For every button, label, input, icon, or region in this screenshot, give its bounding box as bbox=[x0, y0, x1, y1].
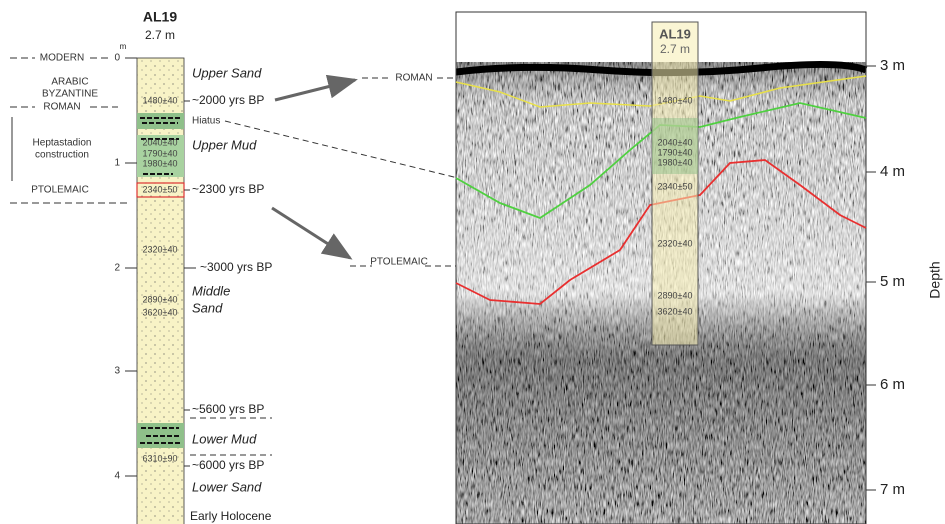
gpr-period-lines bbox=[350, 78, 456, 266]
gpr-date: 3620±40 bbox=[658, 306, 693, 316]
figure: AL19 2.7 m m 0 1 2 3 4 MODERN ARABIC BYZ… bbox=[0, 0, 945, 524]
age: ~2300 yrs BP bbox=[192, 182, 264, 196]
gpr-image bbox=[456, 12, 866, 524]
depth-label: 6 m bbox=[880, 376, 905, 393]
gpr-date: 2340±50 bbox=[658, 181, 693, 191]
unit: Upper Sand bbox=[192, 65, 262, 80]
unit: Middle bbox=[192, 283, 230, 298]
depth-axis-label: Depth bbox=[927, 261, 943, 298]
scale-label: 4 bbox=[114, 471, 120, 482]
age: ~5600 yrs BP bbox=[192, 402, 264, 416]
gpr-period: ROMAN bbox=[395, 73, 432, 84]
depth-label: 4 m bbox=[880, 163, 905, 180]
age: ~3000 yrs BP bbox=[200, 260, 272, 274]
gpr-date: 1480±40 bbox=[658, 95, 693, 105]
period: Heptastadion bbox=[33, 138, 92, 149]
gpr-date: 2040±40 bbox=[658, 137, 693, 147]
period: PTOLEMAIC bbox=[31, 185, 89, 196]
gpr-period: PTOLEMAIC bbox=[370, 257, 428, 268]
scale-label: 0 bbox=[114, 53, 120, 64]
period: BYZANTINE bbox=[42, 89, 98, 100]
depth-ticks bbox=[866, 66, 876, 490]
date: 2340±50 bbox=[143, 184, 178, 194]
arrow bbox=[272, 208, 350, 258]
age: ~6000 yrs BP bbox=[192, 458, 264, 472]
scale-label: 3 bbox=[114, 366, 120, 377]
gpr-core-length: 2.7 m bbox=[660, 42, 690, 56]
date: 1980±40 bbox=[143, 158, 178, 168]
unit: Lower Sand bbox=[192, 479, 262, 494]
depth-label: 3 m bbox=[880, 57, 905, 74]
gpr-date: 1980±40 bbox=[658, 157, 693, 167]
gpr-core-name: AL19 bbox=[659, 26, 691, 41]
hiatus-line bbox=[225, 121, 458, 178]
period: ROMAN bbox=[43, 102, 80, 113]
date: 1480±40 bbox=[143, 95, 178, 105]
period: construction bbox=[35, 150, 89, 161]
unit: Lower Mud bbox=[192, 431, 257, 446]
unit: Upper Mud bbox=[192, 137, 257, 152]
date: 3620±40 bbox=[143, 307, 178, 317]
unit: Early Holocene bbox=[190, 509, 272, 523]
scale-label: 2 bbox=[114, 263, 120, 274]
scale-unit: m bbox=[120, 42, 127, 51]
core-name: AL19 bbox=[143, 9, 177, 25]
period: MODERN bbox=[40, 53, 84, 64]
date: 6310±90 bbox=[143, 453, 178, 463]
arrow bbox=[275, 80, 355, 100]
age: Hiatus bbox=[192, 116, 220, 127]
scale-label: 1 bbox=[114, 158, 120, 169]
age: ~2000 yrs BP bbox=[192, 93, 264, 107]
date: 2890±40 bbox=[143, 294, 178, 304]
core-length: 2.7 m bbox=[145, 28, 175, 42]
date: 2040±40 bbox=[143, 137, 178, 147]
period: ARABIC bbox=[51, 77, 88, 88]
depth-label: 7 m bbox=[880, 481, 905, 498]
gpr-date: 2320±40 bbox=[658, 238, 693, 248]
date: 1790±40 bbox=[143, 148, 178, 158]
date: 2320±40 bbox=[143, 244, 178, 254]
gpr-date: 1790±40 bbox=[658, 147, 693, 157]
unit: Sand bbox=[192, 300, 223, 315]
gpr-date: 2890±40 bbox=[658, 290, 693, 300]
depth-label: 5 m bbox=[880, 273, 905, 290]
